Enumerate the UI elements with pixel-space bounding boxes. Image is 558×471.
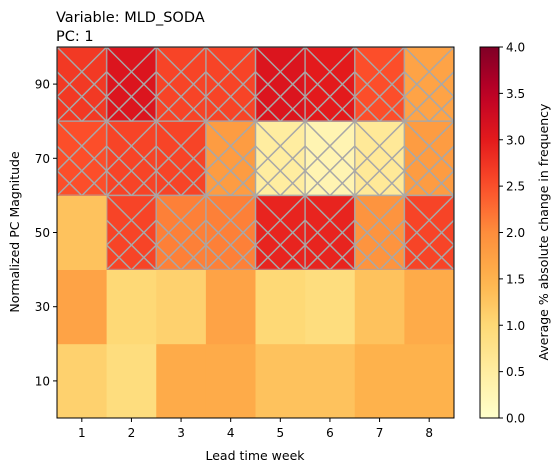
heatmap-cell: [354, 269, 405, 345]
hatch-cell: [404, 121, 454, 196]
x-tick-label: 2: [128, 426, 136, 440]
heatmap-cell: [354, 343, 405, 419]
heatmap-cell: [305, 47, 356, 122]
hatch-cell: [156, 195, 206, 270]
x-axis-label: Lead time week: [205, 448, 305, 463]
heatmap-cell: [404, 343, 455, 419]
heatmap-cell: [156, 195, 207, 270]
heatmap-cell: [106, 195, 157, 270]
heatmap-cell: [255, 343, 306, 419]
heatmap-cell: [305, 343, 356, 419]
colorbar-ticks: 0.0 0.5 1.0 1.5 2.0 2.5 3.0 3.5 4.0: [499, 41, 525, 426]
hatch-cell: [156, 121, 206, 196]
heatmap-cell: [205, 269, 256, 345]
y-tick-label: 30: [35, 300, 50, 314]
heatmap-cell: [404, 47, 455, 122]
y-axis-label: Normalized PC Magnitude: [7, 151, 22, 313]
x-tick-label: 5: [276, 426, 284, 440]
colorbar-tick-label: 1.0: [506, 319, 525, 333]
heatmap-cell: [106, 343, 157, 419]
hatch-cell: [354, 47, 405, 122]
heatmap-cell: [57, 343, 108, 419]
heatmap-cell: [57, 269, 108, 345]
hatch-cell: [354, 121, 405, 196]
heatmap-cell: [354, 47, 405, 122]
y-axis-ticks: 10 30 50 70 90: [35, 78, 57, 388]
hatch-overlay: [57, 47, 454, 270]
colorbar-label: Average % absolute change in frequency: [536, 103, 551, 361]
hatch-cell: [106, 121, 157, 196]
y-tick-label: 10: [35, 374, 50, 388]
hatch-cell: [404, 47, 454, 122]
heatmap-cell: [57, 47, 108, 122]
colorbar-tick-label: 4.0: [506, 41, 525, 55]
heatmap-cells: [57, 47, 455, 419]
heatmap-cell: [156, 47, 207, 122]
colorbar-tick-label: 2.0: [506, 226, 525, 240]
hatch-cell: [255, 47, 306, 122]
x-tick-label: 1: [78, 426, 86, 440]
hatch-cell: [255, 195, 306, 270]
colorbar-tick-label: 0.0: [506, 412, 525, 426]
colorbar: [479, 46, 500, 419]
heatmap-cell: [205, 195, 256, 270]
heatmap-cell: [205, 343, 256, 419]
hatch-cell: [305, 121, 355, 196]
hatch-cell: [205, 195, 256, 270]
x-tick-label: 7: [376, 426, 384, 440]
x-axis-ticks: 1 2 3 4 5 6 7 8: [78, 418, 433, 440]
heatmap-cell: [255, 195, 306, 270]
heatmap-cell: [205, 121, 256, 196]
hatch-cell: [305, 47, 355, 122]
hatch-cell: [156, 47, 206, 122]
heatmap-cell: [156, 269, 207, 345]
heatmap-cell: [354, 195, 405, 270]
heatmap-cell: [404, 121, 455, 196]
hatch-cell: [354, 195, 405, 270]
heatmap-cell: [255, 121, 306, 196]
hatch-cell: [305, 195, 355, 270]
hatch-cell: [205, 47, 256, 122]
hatch-cell: [404, 195, 454, 270]
heatmap-cell: [57, 195, 108, 270]
x-tick-label: 4: [227, 426, 235, 440]
chart-title-line-2: PC: 1: [56, 29, 94, 45]
heatmap-cell: [106, 269, 157, 345]
x-tick-label: 3: [177, 426, 185, 440]
y-tick-label: 70: [35, 152, 50, 166]
hatch-cell: [255, 121, 306, 196]
hatch-cell: [106, 195, 157, 270]
heatmap-cell: [156, 343, 207, 419]
heatmap-cell: [305, 269, 356, 345]
hatch-cell: [106, 47, 157, 122]
heatmap-cell: [255, 47, 306, 122]
colorbar-tick-label: 0.5: [506, 365, 525, 379]
heatmap-cell: [106, 121, 157, 196]
heatmap-cell: [156, 121, 207, 196]
colorbar-tick-label: 3.0: [506, 133, 525, 147]
y-tick-label: 90: [35, 78, 50, 92]
x-tick-label: 6: [326, 426, 334, 440]
colorbar-tick-label: 3.5: [506, 87, 525, 101]
heatmap-cell: [106, 47, 157, 122]
heatmap-cell: [205, 47, 256, 122]
heatmap-cell: [57, 121, 108, 196]
x-tick-label: 8: [425, 426, 433, 440]
heatmap-cell: [255, 269, 306, 345]
heatmap-cell: [404, 195, 455, 270]
colorbar-tick-label: 1.5: [506, 272, 525, 286]
chart-title-line-1: Variable: MLD_SODA: [56, 10, 205, 26]
heatmap-cell: [354, 121, 405, 196]
heatmap-cell: [305, 195, 356, 270]
hatch-cell: [57, 47, 107, 122]
hatch-cell: [57, 121, 107, 196]
heatmap-cell: [305, 121, 356, 196]
heatmap-cell: [404, 269, 455, 345]
colorbar-tick-label: 2.5: [506, 180, 525, 194]
hatch-cell: [205, 121, 256, 196]
y-tick-label: 50: [35, 226, 50, 240]
